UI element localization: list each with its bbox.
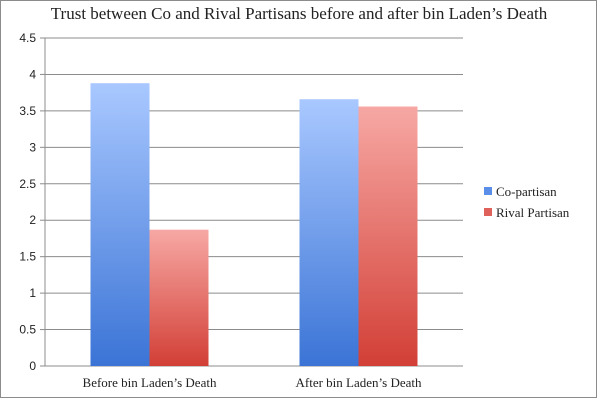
y-tick-label: 3.5 [19,104,36,118]
bar-co-partisan-1 [299,99,359,366]
y-tick-label: 1 [29,286,36,300]
x-category-label: After bin Laden’s Death [296,375,422,390]
y-tick-label: 0.5 [19,323,36,337]
legend: Co-partisan Rival Partisan [484,184,570,220]
bar-rival-partisan-1 [358,106,418,366]
bar-rival-partisan-0 [149,229,209,366]
y-tick-label: 4.5 [19,31,36,45]
legend-label: Rival Partisan [496,205,570,220]
y-tick-label: 0 [29,359,36,373]
legend-label: Co-partisan [496,184,557,199]
y-tick-label: 3 [29,140,36,154]
bar-co-partisan-0 [90,83,150,367]
y-tick-label: 4 [29,67,36,81]
legend-swatch [484,208,492,216]
legend-swatch [484,187,492,195]
bars [90,83,418,367]
y-tick-label: 2 [29,213,36,227]
y-tick-label: 1.5 [19,250,36,264]
y-tick-label: 2.5 [19,177,36,191]
chart-title: Trust between Co and Rival Partisans bef… [51,4,548,23]
y-axis-ticks: 0 0.5 1 1.5 2 2.5 3 3.5 4 4.5 [19,31,36,373]
x-axis-categories: Before bin Laden’s Death After bin Laden’… [83,375,422,390]
x-category-label: Before bin Laden’s Death [83,375,217,390]
